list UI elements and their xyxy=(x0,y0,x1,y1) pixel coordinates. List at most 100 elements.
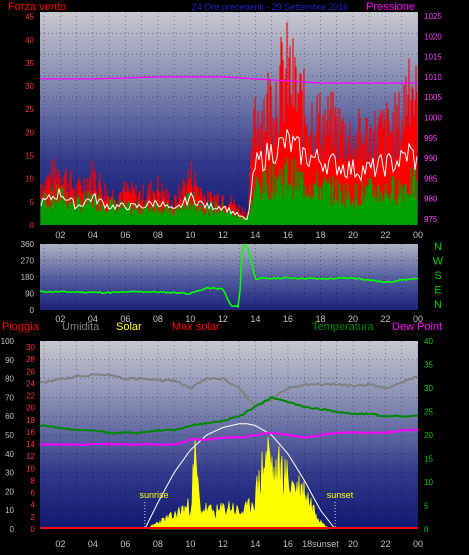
legend-umidita: Umidita xyxy=(62,321,100,333)
x-tick-label: 00 xyxy=(413,230,423,240)
y-tick-label: 8 xyxy=(31,476,36,485)
compass-label: N xyxy=(434,299,442,311)
x-tick-label: 04 xyxy=(88,539,98,549)
x-tick-label: 14 xyxy=(250,230,260,240)
y-tick-label: 80 xyxy=(5,375,14,384)
x-tick-label: 10 xyxy=(185,230,195,240)
speed-bars xyxy=(40,157,418,225)
y-tick-label: 360 xyxy=(21,240,35,249)
x-tick-label: 16 xyxy=(283,314,293,324)
solar-area xyxy=(149,436,330,530)
x-tick-label: 06 xyxy=(120,230,130,240)
y-axis-right: 975 980 985 990 995 1000 1005 1010 1015 1020 1025 xyxy=(424,12,442,224)
legend-temperatura: Temperatura xyxy=(312,321,375,333)
y-tick-label: 12 xyxy=(26,452,35,461)
y-tick-label: 5 xyxy=(424,502,429,511)
series-group xyxy=(39,373,419,530)
x-tick-label: 22 xyxy=(380,539,390,549)
average-wind-line xyxy=(40,129,418,221)
y-axis: 0 90 180 270 360 xyxy=(21,240,35,315)
y-tick-label: 25 xyxy=(424,408,433,417)
y-tick-label: 1005 xyxy=(424,93,442,102)
compass-label: N xyxy=(434,241,442,253)
y-axis-temperature: 0 5 10 15 20 25 30 35 40 xyxy=(424,337,433,534)
y-tick-label: 990 xyxy=(424,154,438,163)
x-tick-label: 12 xyxy=(218,314,228,324)
x-tick-label: 08 xyxy=(153,230,163,240)
y-tick-label: 90 xyxy=(5,356,14,365)
y-tick-label: 60 xyxy=(5,412,14,421)
y-tick-label: 10 xyxy=(5,506,14,515)
grid xyxy=(40,244,419,310)
series-group xyxy=(40,22,418,225)
y-tick-label: 10 xyxy=(25,175,34,184)
x-tick-label: 02 xyxy=(55,230,65,240)
y-tick-label: 14 xyxy=(26,440,35,449)
y-tick-label: 0 xyxy=(30,306,35,315)
x-tick-label: 16 xyxy=(283,230,293,240)
x-tick-label: 08 xyxy=(153,314,163,324)
x-tick-label: 20 xyxy=(348,230,358,240)
y-tick-label: 2 xyxy=(31,513,36,522)
y-tick-label: 40 xyxy=(424,337,433,346)
y-tick-label: 45 xyxy=(25,13,34,22)
y-tick-label: 995 xyxy=(424,134,438,143)
left-axis-label: Forza vento xyxy=(8,1,66,13)
y-tick-label: 0 xyxy=(10,525,15,534)
y-tick-label: 35 xyxy=(424,361,433,370)
max-solar-line xyxy=(144,423,336,530)
y-tick-label: 1025 xyxy=(424,12,442,21)
y-tick-label: 15 xyxy=(25,152,34,161)
y-tick-label: 35 xyxy=(25,59,34,68)
x-tick-label: 18 xyxy=(315,314,325,324)
humidity-line xyxy=(39,373,419,407)
x-tick-label: 10 xyxy=(185,314,195,324)
x-tick-label: 12 xyxy=(218,230,228,240)
sunset-label: sunset xyxy=(327,490,354,500)
y-tick-label: 20 xyxy=(424,431,433,440)
x-axis: 02 04 06 08 10 12 14 16 18 20 22 00 xyxy=(55,314,423,324)
x-tick-label: 12 xyxy=(218,539,228,549)
chart-title: 24 Ore precedenti - 29 Settembre 2016 xyxy=(192,2,349,12)
y-tick-label: 30 xyxy=(424,384,433,393)
legend-solar: Solar xyxy=(116,321,142,333)
y-tick-label: 1010 xyxy=(424,73,442,82)
y-tick-label: 70 xyxy=(5,393,14,402)
x-tick-label: 14 xyxy=(250,314,260,324)
y-tick-label: 15 xyxy=(424,455,433,464)
pressure-line xyxy=(40,76,418,84)
x-axis: 02 04 06 08 10 12 14 16 18 20 22 00 xyxy=(55,230,423,240)
y-tick-label: 270 xyxy=(21,257,35,266)
y-tick-label: 40 xyxy=(25,36,34,45)
y-tick-label: 20 xyxy=(5,487,14,496)
y-tick-label: 1000 xyxy=(424,113,442,122)
y-tick-label: 18 xyxy=(26,416,35,425)
dew-point-line xyxy=(39,428,419,447)
sunrise-label: sunrise xyxy=(139,490,168,500)
y-tick-label: 980 xyxy=(424,195,438,204)
y-tick-label: 5 xyxy=(30,198,35,207)
y-tick-label: 30 xyxy=(25,82,34,91)
y-axis-humidity: 0 10 20 30 40 50 60 70 80 90 100 xyxy=(1,337,15,534)
x-tick-label: 20 xyxy=(348,539,358,549)
x-tick-label: 10 xyxy=(185,539,195,549)
y-tick-label: 4 xyxy=(31,501,36,510)
y-tick-label: 0 xyxy=(424,525,429,534)
x-tick-label: 08 xyxy=(153,539,163,549)
x-tick-label: 02 xyxy=(55,314,65,324)
x-tick-label: 18sunset xyxy=(302,539,339,549)
x-tick-label: 06 xyxy=(120,539,130,549)
x-tick-label: 20 xyxy=(348,314,358,324)
y-tick-label: 975 xyxy=(424,215,438,224)
y-axis-left: 0 5 10 15 20 25 30 35 40 45 xyxy=(25,13,34,230)
y-tick-label: 1015 xyxy=(424,53,442,62)
y-tick-label: 20 xyxy=(26,404,35,413)
y-tick-label: 16 xyxy=(26,428,35,437)
y-tick-label: 985 xyxy=(424,174,438,183)
y-tick-label: 10 xyxy=(424,478,433,487)
x-axis: 02 04 06 08 10 12 14 16 18sunset 20 22 00 xyxy=(55,539,423,549)
y-tick-label: 22 xyxy=(26,392,35,401)
